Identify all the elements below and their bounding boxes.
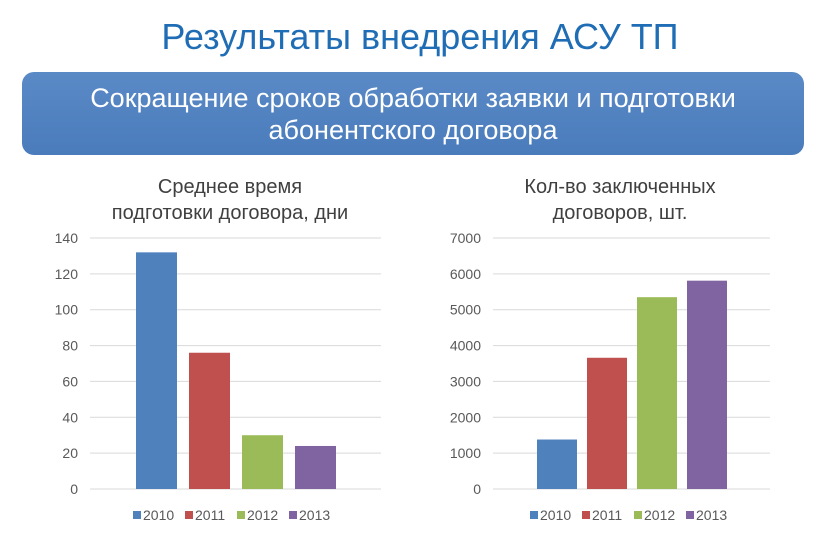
- chart-2-legend-label-2011: 2011: [592, 507, 622, 523]
- chart-1-bar-2013: [295, 445, 336, 489]
- banner-line-1: Сокращение сроков обработки заявки и под…: [90, 82, 736, 113]
- chart-1-bar-2011: [189, 352, 230, 489]
- chart-1-legend-swatch-2012: [237, 511, 245, 519]
- chart-1-title-line-1: Среднее время: [157, 176, 303, 198]
- chart-2-legend-swatch-2012: [634, 511, 642, 519]
- chart-2-legend-label-2013: 2013: [696, 507, 727, 523]
- chart-2-bar-2011: [587, 357, 627, 489]
- chart-2-legend-label-2012: 2012: [644, 507, 675, 523]
- chart-2-title: Кол-во заключенных договоров, шт.: [450, 174, 790, 226]
- chart-2-ytick-label: 2000: [450, 409, 481, 425]
- chart-1-legend-label-2010: 2010: [143, 507, 174, 523]
- chart-1-ytick-label: 120: [55, 266, 79, 282]
- banner-line-2: абонентского договора: [268, 114, 558, 145]
- chart-2-ytick-label: 0: [473, 481, 481, 497]
- chart-1-legend-swatch-2011: [185, 511, 193, 519]
- chart-1-ytick-label: 140: [55, 230, 79, 246]
- chart-2-bar-2013: [687, 280, 727, 489]
- chart-2-legend-swatch-2013: [686, 511, 694, 519]
- chart-1-title-line-2: подготовки договора, дни: [111, 202, 349, 224]
- chart-1-ytick-label: 40: [62, 409, 78, 425]
- chart-2-legend-label-2010: 2010: [540, 507, 571, 523]
- chart-2-title-line-2: договоров, шт.: [552, 202, 688, 224]
- chart-2-ytick-label: 6000: [450, 266, 481, 282]
- chart-2-title-line-1: Кол-во заключенных: [524, 176, 716, 198]
- chart-1-ytick-label: 100: [55, 302, 79, 318]
- chart-1-bar-2012: [242, 435, 283, 489]
- chart-1-ytick-label: 80: [62, 338, 78, 354]
- chart-1-title: Среднее время подготовки договора, дни: [60, 174, 400, 226]
- chart-2-ytick-label: 3000: [450, 373, 481, 389]
- chart-1-legend-label-2013: 2013: [299, 507, 330, 523]
- chart-1-legend-label-2011: 2011: [195, 507, 225, 523]
- chart-1-ytick-label: 20: [62, 445, 78, 461]
- chart-2-legend-swatch-2011: [582, 511, 590, 519]
- chart-2-ytick-label: 7000: [450, 230, 481, 246]
- chart-1-legend-label-2012: 2012: [247, 507, 278, 523]
- chart-2-bar-2012: [637, 297, 677, 489]
- chart-2-ytick-label: 1000: [450, 445, 481, 461]
- chart-2-ytick-label: 4000: [450, 338, 481, 354]
- chart-1-ytick-label: 60: [62, 373, 78, 389]
- chart-1-legend-swatch-2010: [133, 511, 141, 519]
- chart-2-legend-swatch-2010: [530, 511, 538, 519]
- chart-1-ytick-label: 0: [70, 481, 78, 497]
- slide-title: Результаты внедрения АСУ ТП: [161, 16, 679, 57]
- chart-2-bar-2010: [537, 439, 577, 489]
- chart-1-legend-swatch-2013: [289, 511, 297, 519]
- chart-1-bar-2010: [136, 252, 177, 489]
- chart-2-ytick-label: 5000: [450, 302, 481, 318]
- subtitle-banner: Сокращение сроков обработки заявки и под…: [22, 72, 804, 155]
